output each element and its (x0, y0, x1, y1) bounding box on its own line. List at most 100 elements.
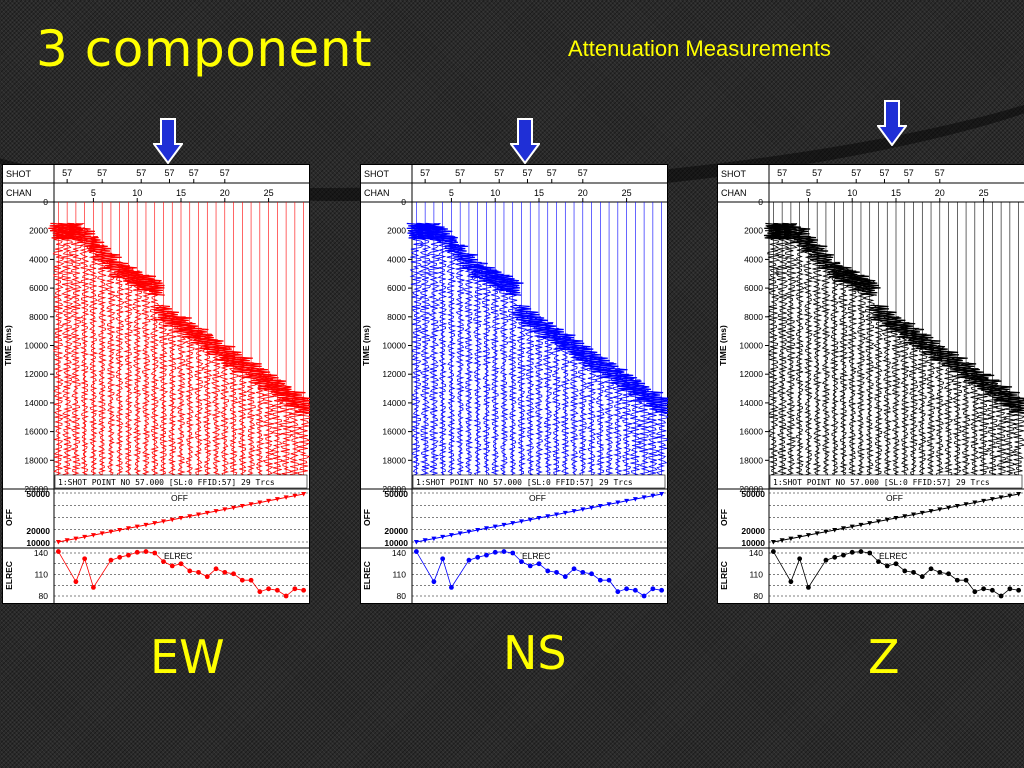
off-point (1016, 491, 1022, 497)
chan-tick-label: 15 (176, 188, 186, 198)
elrec-point (413, 549, 419, 554)
y-tick-label: 6000 (29, 283, 48, 293)
trace-wiggle (105, 253, 117, 477)
chan-tick-label: 20 (935, 188, 945, 198)
y-tick-label: 16000 (382, 427, 406, 437)
chan-tick-label: 5 (449, 188, 454, 198)
trace-wiggle (811, 244, 824, 476)
trace-first-arrival (423, 222, 445, 240)
trace-wiggle (951, 356, 963, 478)
off-point (422, 538, 428, 543)
trace-wiggle (436, 227, 448, 477)
off-point (457, 531, 463, 536)
trace-first-arrival (144, 278, 165, 296)
trace-first-arrival (109, 261, 131, 279)
trace-wiggle (890, 316, 902, 477)
shot-tick-label: 57 (547, 168, 557, 178)
arrow-down-icon-ew (153, 118, 183, 164)
trace-wiggle (498, 274, 510, 478)
shot-tick-label: 57 (879, 168, 889, 178)
off-point (911, 512, 917, 518)
off-point (650, 493, 656, 499)
elrec-point (143, 549, 149, 554)
component-label-ew: EW (150, 630, 225, 684)
trace-wiggle (87, 236, 99, 477)
trace-wiggle (79, 227, 91, 477)
off-point (902, 514, 908, 519)
trace-first-arrival (806, 244, 829, 262)
y-tick-label: 18000 (382, 455, 406, 465)
elrec-point (466, 557, 472, 563)
trace-first-arrival (999, 390, 1021, 408)
off-point (501, 522, 507, 528)
elrec-point (615, 589, 621, 595)
elrec-point (475, 554, 481, 560)
trace-first-arrival (554, 333, 576, 351)
elrec-point (624, 586, 629, 592)
y-tick-label: 10000 (382, 341, 406, 351)
trace-wiggle (837, 266, 851, 477)
trace-wiggle (236, 356, 248, 478)
trace-wiggle (227, 350, 239, 477)
elrec-point (82, 556, 88, 562)
off-tick-label: 20000 (384, 526, 408, 536)
trace-wiggle (51, 223, 67, 477)
off-point (788, 536, 794, 542)
arrow-down-icon-ns (510, 118, 540, 164)
off-point (946, 505, 952, 511)
trace-first-arrival (467, 261, 489, 279)
slide-subtitle: Attenuation Measurements (568, 36, 831, 61)
trace-wiggle (507, 279, 520, 477)
off-tick-label: 10000 (384, 538, 408, 548)
elrec-point (222, 569, 228, 575)
elrec-point (187, 568, 193, 574)
off-point (875, 519, 881, 524)
chan-tick-label: 20 (578, 188, 588, 198)
off-point (884, 517, 890, 523)
trace-wiggle (254, 368, 266, 476)
elrec-point (126, 552, 131, 558)
trace-first-arrival (650, 396, 668, 414)
off-point (440, 534, 446, 540)
off-tick-label: 50000 (26, 489, 50, 499)
elrec-point (492, 549, 498, 555)
off-point (204, 510, 210, 516)
off-point (413, 540, 419, 545)
trace-first-arrival (572, 344, 594, 362)
trace-wiggle (167, 310, 178, 477)
off-point (562, 510, 568, 516)
off-point (597, 503, 603, 509)
off-point (160, 519, 166, 524)
trace-first-arrival (294, 396, 310, 414)
trace-wiggle (542, 322, 554, 477)
shot-tick-label: 57 (164, 168, 174, 178)
y-tick-label: 14000 (382, 398, 406, 408)
elrec-point (134, 549, 140, 555)
trace-wiggle (192, 327, 205, 476)
component-label-ns: NS (503, 626, 567, 680)
shot-tick-label: 57 (777, 168, 787, 178)
elrec-point (519, 559, 524, 564)
traces-group (48, 202, 310, 478)
elrec-point (161, 559, 166, 564)
off-point (125, 526, 131, 531)
elrec-point (911, 569, 916, 575)
off-point (248, 502, 254, 507)
shot-tick-label: 57 (522, 168, 532, 178)
trace-wiggle (210, 339, 222, 476)
shot-tick-label: 57 (578, 168, 588, 178)
off-point (257, 500, 263, 506)
shot-tick-label: 57 (812, 168, 822, 178)
off-point (301, 491, 307, 497)
trace-wiggle (855, 274, 867, 478)
off-point (963, 502, 969, 507)
off-point (797, 534, 803, 540)
trace-wiggle (464, 253, 474, 477)
elrec-point (981, 586, 986, 592)
off-point (475, 527, 481, 533)
footer-text: 1:SHOT POINT NO 57.000 [SL:0 FFID:57] 29… (416, 478, 633, 487)
off-point (805, 533, 811, 538)
elrec-point (213, 566, 219, 572)
elrec-point (91, 585, 96, 590)
